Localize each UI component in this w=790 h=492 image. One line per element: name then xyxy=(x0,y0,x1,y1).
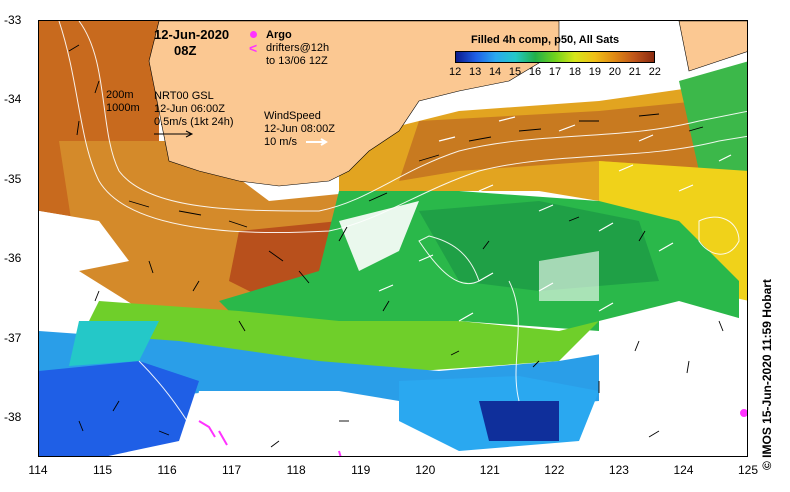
x-tick-label: 121 xyxy=(479,463,500,477)
isobath-1000-label: 1000m xyxy=(106,102,140,114)
sst-map-svg xyxy=(39,21,747,456)
time-title: 08Z xyxy=(174,43,197,58)
colorbar-tick: 18 xyxy=(568,66,582,78)
map-plot-area xyxy=(38,20,748,457)
x-tick-label: 123 xyxy=(608,463,629,477)
wind-arrows xyxy=(378,116,732,322)
argo-label: Argo xyxy=(266,29,292,41)
y-tick-label: -35 xyxy=(4,172,22,186)
y-tick-label: -33 xyxy=(4,13,22,27)
wind-line2: 12-Jun 08:00Z xyxy=(264,123,335,135)
x-tick-label: 119 xyxy=(351,463,371,477)
colorbar-tick: 12 xyxy=(449,66,462,78)
date-title: 12-Jun-2020 xyxy=(154,27,230,42)
colorbar-tick: 22 xyxy=(648,66,661,78)
y-tick-label: -37 xyxy=(4,331,22,345)
current-line1: NRT00 GSL xyxy=(154,90,214,102)
colorbar xyxy=(455,51,655,63)
x-tick-label: 118 xyxy=(286,463,306,477)
current-line3: 0.5m/s (1kt 24h) xyxy=(154,116,234,128)
x-tick-label: 116 xyxy=(157,463,177,477)
argo-legend-icon xyxy=(250,31,257,38)
drifter-tracks xyxy=(198,420,342,456)
current-arrows xyxy=(68,44,724,448)
colorbar-tick: 19 xyxy=(588,66,602,78)
current-scale-arrow xyxy=(154,130,194,138)
x-tick-label: 114 xyxy=(28,463,48,477)
x-tick-label: 120 xyxy=(415,463,436,477)
x-tick-label: 115 xyxy=(92,463,113,477)
colorbar-tick: 20 xyxy=(608,66,621,78)
wind-scale-arrow xyxy=(306,138,328,146)
y-tick-label: -34 xyxy=(4,92,22,106)
colorbar-tick: 14 xyxy=(488,66,502,78)
colorbar-ticks: 12 13 14 15 16 17 18 19 20 21 22 xyxy=(449,66,661,78)
x-tick-label: 122 xyxy=(544,463,565,477)
y-tick-label: -38 xyxy=(4,410,22,424)
colorbar-title: Filled 4h comp, p50, All Sats xyxy=(471,34,620,46)
drifter-legend-icon: < xyxy=(249,40,258,56)
colorbar-tick: 21 xyxy=(628,66,641,78)
x-tick-label: 117 xyxy=(222,463,242,477)
colorbar-tick: 13 xyxy=(468,66,482,78)
wind-line3: 10 m/s xyxy=(264,136,298,148)
y-tick-label: -36 xyxy=(4,251,22,265)
credit-text: © IMOS 15-Jun-2020 11:59 Hobart xyxy=(760,279,774,470)
wind-line1: WindSpeed xyxy=(264,110,321,122)
x-tick-label: 125 xyxy=(737,463,759,477)
isobath-200-label: 200m xyxy=(106,89,134,101)
colorbar-tick: 16 xyxy=(528,66,542,78)
drifters-line2: to 13/06 12Z xyxy=(266,55,328,67)
drifters-line1: drifters@12h xyxy=(266,42,330,54)
colorbar-tick: 15 xyxy=(508,66,522,78)
colorbar-tick: 17 xyxy=(548,66,562,78)
current-line2: 12-Jun 06:00Z xyxy=(154,103,225,115)
x-tick-label: 124 xyxy=(673,463,694,477)
